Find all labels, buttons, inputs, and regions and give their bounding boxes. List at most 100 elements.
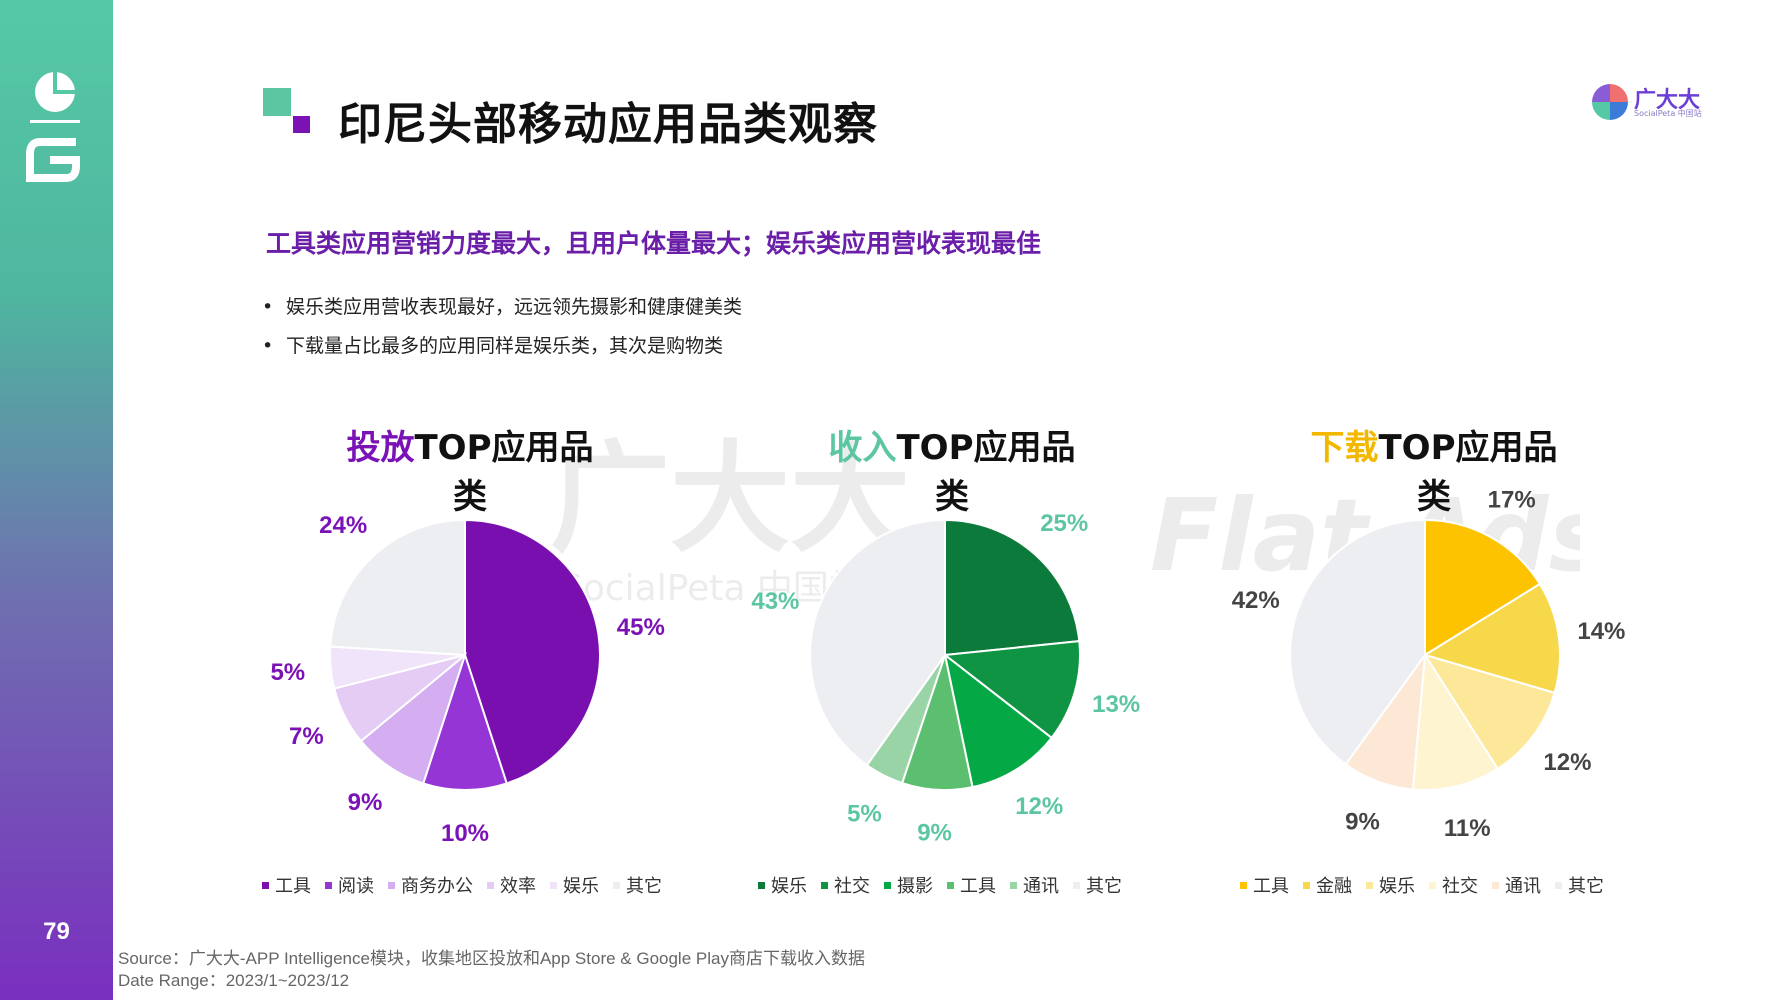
legend-swatch [1429,881,1436,889]
pie-data-label: 24% [319,512,367,539]
pie-slice-社交 [942,640,1081,740]
pie-data-label: 10% [441,820,489,847]
legend-item: 其它 [613,872,662,898]
brand-name: 广大大 [1634,88,1701,113]
brand-mark-icon [1592,84,1628,120]
legend-swatch [947,881,954,889]
legend-swatch [1555,881,1562,889]
pie-data-label: 14% [1577,618,1625,645]
legend-item: 社交 [821,872,870,898]
pie-slice-工具 [464,518,601,785]
legend-item: 工具 [262,872,311,898]
pie-slice-其它 [329,518,466,657]
legend-download: 工具 金融 娱乐 社交 通讯 其它 [1240,872,1604,898]
legend-swatch [884,881,891,889]
legend-label: 工具 [960,876,996,897]
legend-swatch [1010,881,1017,889]
legend-swatch [758,881,765,889]
brand-subtitle: SocialPeta 中国站 [1634,109,1702,118]
legend-swatch [613,881,620,889]
pie-data-label: 5% [847,801,882,828]
legend-label: 摄影 [897,876,933,897]
legend-label: 工具 [1253,876,1289,897]
legend-label: 通讯 [1505,876,1541,897]
legend-label: 娱乐 [563,876,599,897]
pie-data-label: 12% [1015,793,1063,820]
section-subtitle: 工具类应用营销力度最大，且用户体量最大；娱乐类应用营收表现最佳 [266,229,1042,258]
legend-swatch [487,881,494,889]
pie-slice-其它 [1289,518,1426,766]
legend-item: 娱乐 [758,872,807,898]
legend-swatch [1073,881,1080,889]
legend-swatch [325,881,332,889]
pie-data-label: 25% [1040,510,1088,537]
legend-label: 其它 [626,876,662,897]
legend-swatch [550,881,557,889]
legend-item: 摄影 [884,872,933,898]
pie-data-label: 17% [1488,487,1536,514]
chart-title-download: 下载TOP应用品类 [1310,428,1558,517]
legend-item: 效率 [487,872,536,898]
pie-data-label: 42% [1232,587,1280,614]
pie-data-label: 12% [1543,749,1591,776]
chart-title-ad: 投放TOP应用品类 [346,428,594,517]
legend-item: 娱乐 [550,872,599,898]
pie-slice-摄影 [943,652,1054,789]
legend-item: 工具 [947,872,996,898]
legend-item: 通讯 [1492,872,1541,898]
pie-slice-社交 [1411,651,1500,791]
bullet-list: • 娱乐类应用营收表现最好，远远领先摄影和健康健美类 • 下载量占比最多的应用同样是… [262,292,742,370]
pie-slice-娱乐 [944,518,1081,657]
pie-slice-娱乐 [1422,653,1556,771]
pie-data-label: 45% [617,614,665,641]
pie-data-label: 11% [1444,815,1491,842]
legend-item: 社交 [1429,872,1478,898]
sidebar: 79 [0,0,113,1000]
pie-data-label: 9% [917,820,952,847]
legend-label: 工具 [275,876,311,897]
legend-swatch [1366,881,1373,889]
source-note: Source：广大大-APP Intelligence模块，收集地区投放和App… [118,949,865,990]
legend-revenue: 娱乐 社交 摄影 工具 通讯 其它 [758,872,1122,898]
legend-item: 其它 [1555,872,1604,898]
title-decoration-icon [263,88,310,133]
legend-item: 工具 [1240,872,1289,898]
legend-label: 娱乐 [1379,876,1415,897]
legend-label: 金融 [1316,876,1352,897]
legend-label: 其它 [1086,876,1122,897]
pie-data-label: 5% [270,659,305,686]
svg-text:广大大: 广大大 [550,430,910,569]
pie-slice-其它 [809,518,946,767]
legend-item: 商务办公 [388,872,473,898]
legend-item: 通讯 [1010,872,1059,898]
legend-swatch [1240,881,1247,889]
brand-logo-icon [26,72,80,182]
legend-label: 社交 [834,876,870,897]
legend-item: 娱乐 [1366,872,1415,898]
legend-item: 阅读 [325,872,374,898]
pie-data-label: 7% [289,723,324,750]
page-title: 印尼头部移动应用品类观察 [338,99,878,150]
bullet-item: • 下载量占比最多的应用同样是娱乐类，其次是购物类 [262,335,724,357]
pie-data-label: 9% [348,789,383,816]
pie-data-label: 13% [1092,691,1140,718]
legend-label: 社交 [1442,876,1478,897]
pie-slice-工具 [1424,518,1542,657]
page-number: 79 [43,918,70,945]
legend-label: 商务办公 [401,876,473,897]
svg-text:SocialPeta 中国站: SocialPeta 中国站 [560,568,865,609]
legend-ad: 工具 阅读 商务办公 效率 娱乐 其它 [262,872,662,898]
legend-label: 娱乐 [771,876,807,897]
legend-swatch [1492,881,1499,889]
pie-slice-金融 [1422,582,1561,695]
legend-label: 通讯 [1023,876,1059,897]
legend-swatch [821,881,828,889]
bullet-item: • 娱乐类应用营收表现最好，远远领先摄影和健康健美类 [262,296,743,318]
pie-data-label: 9% [1345,809,1380,836]
legend-swatch [262,881,269,889]
legend-swatch [1303,881,1310,889]
legend-item: 金融 [1303,872,1352,898]
legend-item: 其它 [1073,872,1122,898]
legend-swatch [388,881,395,889]
